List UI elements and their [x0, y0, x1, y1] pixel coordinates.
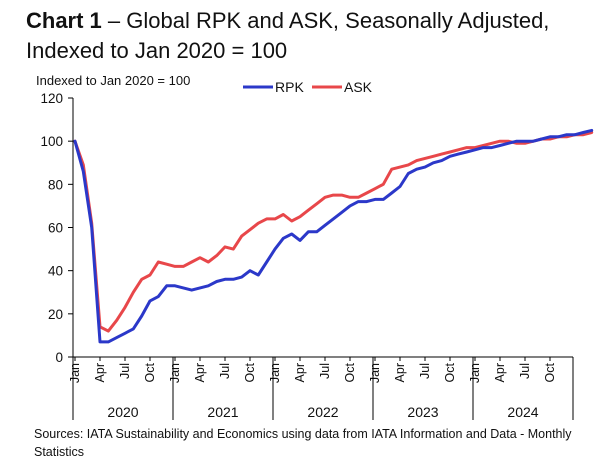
x-month-label: Jan — [268, 363, 282, 383]
x-month-label: Oct — [343, 362, 357, 382]
x-month-label: Apr — [493, 363, 507, 382]
x-month-label: Apr — [193, 363, 207, 382]
y-axis-title: Indexed to Jan 2020 = 100 — [36, 73, 190, 88]
x-month-label: Jan — [68, 363, 82, 383]
x-month-label: Jul — [318, 363, 332, 379]
x-month-label: Apr — [293, 363, 307, 382]
x-month-label: Jul — [218, 363, 232, 379]
legend: RPK ASK — [243, 79, 373, 95]
series-line-ask — [73, 131, 594, 333]
x-year-label: 2022 — [307, 404, 338, 420]
chart-title-text: – Global RPK and ASK, Seasonally Adjuste… — [26, 8, 550, 63]
x-month-label: Jul — [118, 363, 132, 379]
legend-label-rpk: RPK — [275, 79, 304, 95]
x-year-label: 2021 — [207, 404, 238, 420]
y-tick-label: 120 — [40, 91, 63, 106]
x-month-label: Apr — [393, 363, 407, 382]
x-month-label: Oct — [543, 362, 557, 382]
chart-title: Chart 1 – Global RPK and ASK, Seasonally… — [26, 6, 606, 66]
x-year-label: 2024 — [507, 404, 538, 420]
axes: 0 20 40 60 80 100 120 Jan Apr Jul Oct 2020 Jan Apr Jul… — [40, 91, 574, 420]
x-year-label: 2020 — [107, 404, 138, 420]
x-month-label: Jul — [418, 363, 432, 379]
x-month-label: Jan — [368, 363, 382, 383]
x-month-label: Oct — [443, 362, 457, 382]
legend-label-ask: ASK — [344, 79, 373, 95]
y-tick-label: 100 — [40, 134, 63, 149]
x-month-label: Jan — [468, 363, 482, 383]
y-tick-label: 80 — [48, 177, 63, 192]
x-month-label: Jul — [518, 363, 532, 379]
x-month-label: Oct — [143, 362, 157, 382]
y-tick-label: 20 — [48, 307, 63, 322]
y-tick-label: 0 — [55, 350, 63, 365]
sources-note: Sources: IATA Sustainability and Economi… — [34, 427, 572, 459]
series-layer — [73, 128, 594, 344]
x-month-label: Jan — [168, 363, 182, 383]
series-line-rpk — [73, 128, 594, 344]
x-year-label: 2023 — [407, 404, 438, 420]
y-tick-label: 60 — [48, 221, 63, 236]
x-month-label: Apr — [93, 363, 107, 382]
x-month-label: Oct — [243, 362, 257, 382]
chart-label: Chart 1 — [26, 8, 102, 33]
y-tick-label: 40 — [48, 264, 63, 279]
